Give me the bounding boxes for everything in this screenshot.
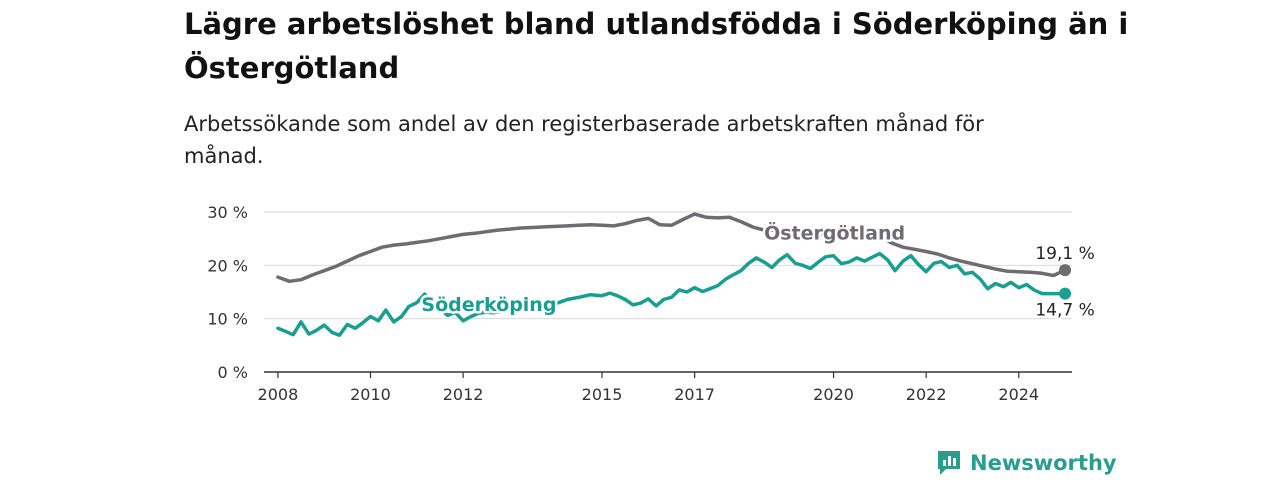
series-label-soderkoping: Söderköping [421,294,556,316]
x-tick-label: 2017 [674,385,715,404]
x-tick-label: 2022 [906,385,947,404]
end-point-marker [1059,287,1072,300]
x-tick-label: 2020 [813,385,854,404]
x-tick-label: 2015 [582,385,623,404]
x-tick-label: 2024 [998,385,1039,404]
chart-title: Lägre arbetslöshet bland utlandsfödda i … [184,7,1129,85]
x-tick-label: 2010 [350,385,391,404]
chart-subtitle: Arbetssökande som andel av den registerb… [184,112,984,168]
series-line-ostergotland [276,212,1067,284]
logo-text: Newsworthy [970,451,1117,475]
end-point-marker [1059,264,1072,277]
y-tick-label: 0 % [218,363,248,382]
y-tick-label: 20 % [207,256,248,275]
bar-chart-icon [938,451,960,475]
newsworthy-logo[interactable]: Newsworthy [936,448,1117,478]
y-tick-label: 10 % [207,310,248,329]
series-label-ostergotland: Östergötland [764,221,905,245]
x-tick-label: 2012 [443,385,484,404]
series-line-soderkoping [276,251,1067,337]
end-value-label: 14,7 % [1035,301,1094,321]
y-tick-label: 30 % [207,203,248,222]
x-tick-label: 2008 [258,385,299,404]
end-value-label: 19,1 % [1035,244,1094,264]
